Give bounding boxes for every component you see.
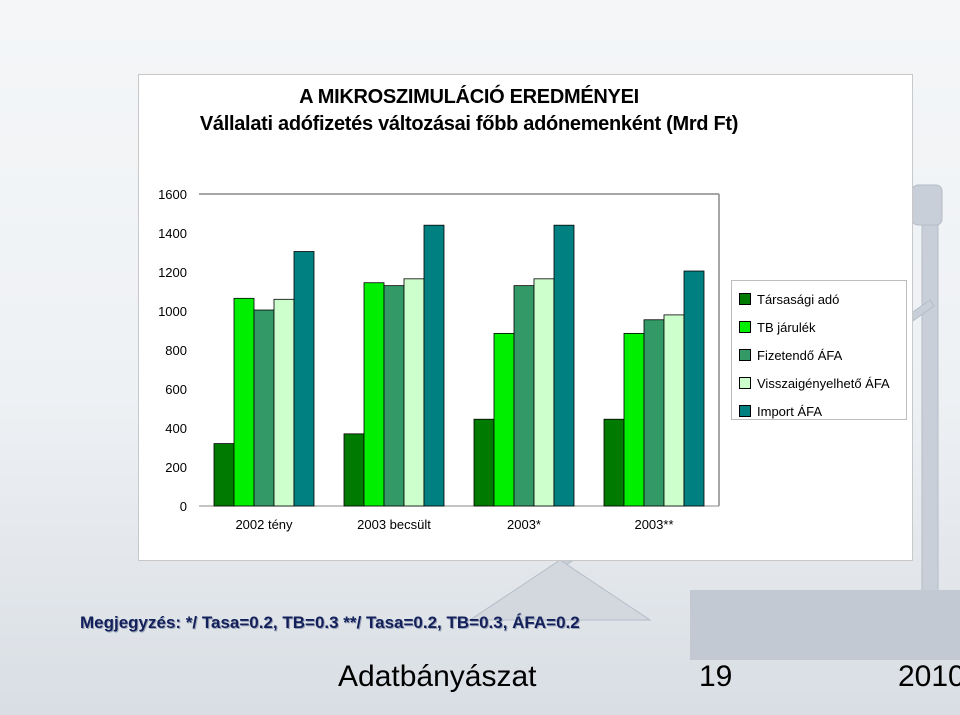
y-tick-label: 1400 [158, 226, 187, 241]
footnote: Megjegyzés: */ Tasa=0.2, TB=0.3 **/ Tasa… [80, 613, 580, 632]
legend-label: Társasági adó [757, 291, 840, 307]
legend-item: Import ÁFA [739, 401, 822, 421]
bar-1-3 [473, 418, 495, 507]
bar-2-3 [493, 333, 515, 507]
legend-label: Visszaigényelhető ÁFA [757, 375, 890, 391]
legend-swatch [739, 349, 751, 361]
y-tick-label: 1000 [158, 304, 187, 319]
y-tick-label: 1600 [158, 187, 187, 202]
legend-label: Import ÁFA [757, 403, 823, 419]
bar-5-2 [423, 224, 445, 507]
legend-label: TB járulék [757, 319, 816, 335]
bar-5-1 [293, 251, 315, 507]
y-tick-label: 600 [165, 382, 187, 397]
page-number: 19 [699, 660, 733, 693]
bar-3-2 [383, 285, 405, 507]
y-tick-label: 1200 [158, 265, 187, 280]
bar-5-4 [683, 270, 705, 507]
bar-2-2 [363, 282, 385, 507]
legend-swatch [739, 405, 751, 417]
bar-4-2 [403, 278, 425, 507]
legend-item: Visszaigényelhető ÁFA [739, 373, 890, 393]
chart-subtitle: Vállalati adófizetés változásai főbb adó… [199, 113, 739, 135]
y-tick-label: 800 [165, 343, 187, 358]
legend-swatch [739, 377, 751, 389]
chart-legend: Társasági adó TB járulék Fizetendő ÁFA Viss… [731, 280, 907, 420]
legend-swatch [739, 293, 751, 305]
bar-3-1 [253, 309, 275, 507]
legend-label: Fizetendő ÁFA [757, 347, 843, 363]
y-tick-label: 200 [165, 460, 187, 475]
bar-2-4 [623, 333, 645, 507]
bar-4-1 [273, 298, 295, 507]
bar-1-2 [343, 433, 365, 507]
legend-item: Társasági adó [739, 289, 839, 309]
bar-chart: 0 200 400 600 800 1000 1200 1400 1600 2002 tény 20… [158, 187, 720, 532]
bar-3-4 [643, 319, 665, 507]
x-tick-label: 2002 tény [235, 517, 293, 532]
legend-item: Fizetendő ÁFA [739, 345, 842, 365]
chart-panel: A MIKROSZIMULÁCIÓ EREDMÉNYEI Vállalati a… [138, 74, 913, 561]
bar-4-3 [533, 278, 555, 507]
bar-1-1 [213, 443, 235, 507]
bar-3-3 [513, 285, 535, 507]
y-tick-label: 0 [180, 499, 187, 514]
legend-swatch [739, 321, 751, 333]
footer-year: 2010 [898, 660, 960, 693]
x-tick-label: 2003** [634, 517, 673, 532]
x-tick-label: 2003 becsült [357, 517, 431, 532]
bar-5-3 [553, 224, 575, 507]
x-tick-label: 2003* [507, 517, 541, 532]
y-tick-label: 400 [165, 421, 187, 436]
legend-item: TB járulék [739, 317, 816, 337]
bar-1-4 [603, 418, 625, 507]
bar-4-4 [663, 314, 685, 507]
chart-title: A MIKROSZIMULÁCIÓ EREDMÉNYEI [299, 86, 639, 108]
bar-2-1 [233, 297, 255, 507]
footer-title: Adatbányászat [338, 660, 537, 693]
